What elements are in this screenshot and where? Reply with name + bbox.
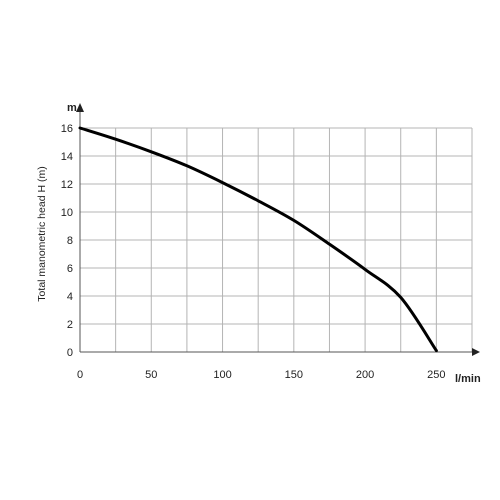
head-flow-curve [78,126,438,353]
axes [76,103,480,356]
y-tick-label: 8 [67,235,73,247]
x-tick-label: 0 [77,369,83,381]
x-tick-label: 250 [427,369,445,381]
y-unit-label: m [67,102,77,114]
x-tick-label: 50 [145,369,157,381]
y-axis-title: Total manometric head H (m) [36,166,48,301]
y-tick-label: 14 [61,151,73,163]
series-layer [78,126,438,353]
x-tick-label: 100 [213,369,231,381]
y-tick-label: 10 [61,207,73,219]
y-tick-label: 6 [67,263,73,275]
x-tick-labels: 0 50 100 150 200 250 [77,369,446,381]
y-tick-label: 16 [61,123,73,135]
x-axis-arrow-icon [472,348,480,356]
y-axis-arrow-icon [76,103,84,112]
x-tick-label: 200 [356,369,374,381]
x-unit-label: l/min [455,373,481,385]
x-tick-label: 150 [285,369,303,381]
y-tick-label: 4 [67,291,73,303]
y-tick-label: 12 [61,179,73,191]
y-tick-label: 2 [67,319,73,331]
y-tick-label: 0 [67,347,73,359]
grid [80,127,473,352]
y-tick-labels: 0 2 4 6 8 10 12 14 16 [61,123,73,359]
